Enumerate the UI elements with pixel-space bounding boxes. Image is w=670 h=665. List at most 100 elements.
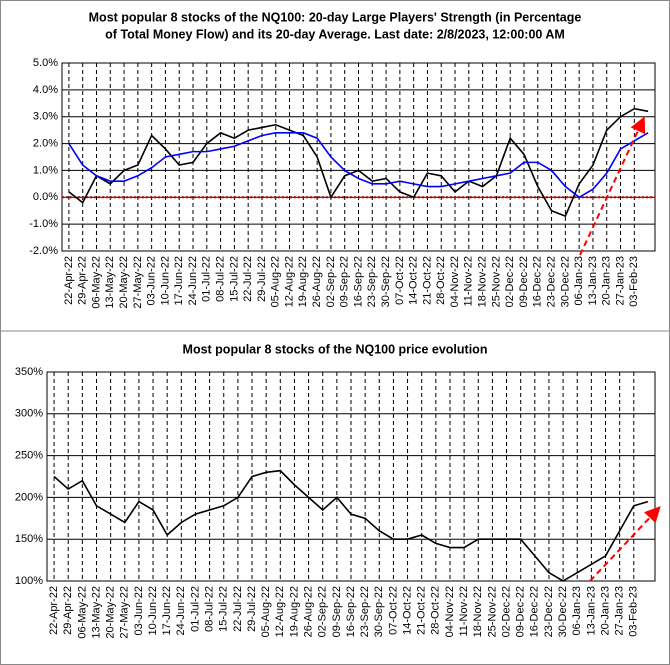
chart-title: Most popular 8 stocks of the NQ100: 20-d… xyxy=(89,10,582,24)
x-tick-label: 14-Oct-22 xyxy=(408,256,420,305)
x-tick-label: 21-Oct-22 xyxy=(416,586,428,635)
x-tick-label: 03-Jun-22 xyxy=(133,586,145,636)
x-tick-label: 19-Aug-22 xyxy=(288,586,300,637)
x-tick-label: 22-Jul-22 xyxy=(232,586,244,632)
y-tick-label: 150% xyxy=(15,533,43,545)
x-tick-label: 04-Nov-22 xyxy=(444,586,456,637)
x-tick-label: 16-Dec-22 xyxy=(532,256,544,307)
x-tick-label: 13-Jan-23 xyxy=(585,586,597,636)
x-tick-label: 20-May-22 xyxy=(105,586,117,639)
y-tick-label: 5.0% xyxy=(33,57,58,69)
x-tick-label: 09-Sep-22 xyxy=(331,586,343,637)
x-tick-label: 13-Jan-23 xyxy=(587,256,599,306)
x-tick-label: 22-Apr-22 xyxy=(48,586,60,635)
x-tick-label: 27-May-22 xyxy=(119,586,131,639)
x-tick-label: 14-Oct-22 xyxy=(401,586,413,635)
x-tick-label: 09-Dec-22 xyxy=(518,256,530,307)
y-tick-label: 0.0% xyxy=(33,191,58,203)
x-tick-label: 16-Dec-22 xyxy=(529,586,541,637)
x-tick-label: 20-May-22 xyxy=(118,256,130,309)
x-tick-label: 04-Nov-22 xyxy=(449,256,461,307)
y-tick-label: 3.0% xyxy=(33,111,58,123)
chart-title: Most popular 8 stocks of the NQ100 price… xyxy=(183,342,488,356)
x-tick-label: 23-Sep-22 xyxy=(366,256,378,307)
x-tick-label: 20-Jan-23 xyxy=(599,586,611,636)
x-tick-label: 16-Sep-22 xyxy=(352,256,364,307)
y-tick-label: 100% xyxy=(15,575,43,587)
y-tick-label: -1.0% xyxy=(29,218,58,230)
x-tick-label: 20-Jan-23 xyxy=(601,256,613,306)
y-tick-label: 4.0% xyxy=(33,84,58,96)
plots: -2.0% -1.0% 0.0% 1.0% 2.0% 3.0% 4.0% 5.0% 22-Apr… xyxy=(15,57,656,639)
y-tick-label: 1.0% xyxy=(33,164,58,176)
x-tick-label: 02-Sep-22 xyxy=(317,586,329,637)
x-tick-label: 23-Dec-22 xyxy=(543,586,555,637)
y-tick-label: -2.0% xyxy=(29,245,58,257)
x-tick-label: 17-Jun-22 xyxy=(173,256,185,306)
x-tick-label: 03-Jun-22 xyxy=(146,256,158,306)
x-tick-label: 12-Aug-22 xyxy=(283,256,295,307)
x-tick-label: 08-Jul-22 xyxy=(204,586,216,632)
y-tick-label: 2.0% xyxy=(33,137,58,149)
x-tick-label: 06-Jan-23 xyxy=(571,586,583,636)
x-tick-label: 09-Dec-22 xyxy=(515,586,527,637)
x-tick-label: 15-Jul-22 xyxy=(218,586,230,632)
x-tick-label: 23-Sep-22 xyxy=(359,586,371,637)
x-tick-label: 21-Oct-22 xyxy=(421,256,433,305)
x-tick-label: 26-Aug-22 xyxy=(311,256,323,307)
x-tick-label: 30-Dec-22 xyxy=(557,586,569,637)
x-tick-label: 07-Oct-22 xyxy=(394,256,406,305)
x-tick-label: 08-Jul-22 xyxy=(214,256,226,302)
trend-arrow xyxy=(589,506,661,582)
x-tick-label: 22-Apr-22 xyxy=(63,256,75,305)
chart-title: of Total Money Flow) and its 20-day Aver… xyxy=(105,27,565,41)
y-tick-label: 250% xyxy=(15,450,43,462)
x-tick-label: 02-Dec-22 xyxy=(504,256,516,307)
x-tick-label: 27-Jan-23 xyxy=(614,586,626,636)
x-tick-label: 25-Nov-22 xyxy=(486,586,498,637)
y-tick-label: 300% xyxy=(15,408,43,420)
x-tick-label: 26-Aug-22 xyxy=(302,586,314,637)
x-tick-label: 24-Jun-22 xyxy=(187,256,199,306)
data-line xyxy=(68,132,649,199)
x-tick-label: 29-Jul-22 xyxy=(246,586,258,632)
x-tick-label: 05-Aug-22 xyxy=(270,256,282,307)
x-tick-label: 27-Jan-23 xyxy=(614,256,626,306)
y-tick-label: 350% xyxy=(15,366,43,378)
x-tick-label: 06-May-22 xyxy=(90,256,102,309)
trend-arrow xyxy=(579,116,646,256)
x-tick-label: 27-May-22 xyxy=(132,256,144,309)
x-tick-label: 13-May-22 xyxy=(90,586,102,639)
x-tick-label: 05-Aug-22 xyxy=(260,586,272,637)
x-tick-label: 07-Oct-22 xyxy=(387,586,399,635)
x-tick-label: 18-Nov-22 xyxy=(472,586,484,637)
x-tick-label: 25-Nov-22 xyxy=(490,256,502,307)
x-tick-label: 01-Jul-22 xyxy=(201,256,213,302)
x-tick-label: 17-Jun-22 xyxy=(161,586,173,636)
x-tick-label: 03-Feb-23 xyxy=(628,256,640,307)
x-tick-label: 19-Aug-22 xyxy=(297,256,309,307)
x-tick-label: 06-May-22 xyxy=(76,586,88,639)
x-tick-label: 18-Nov-22 xyxy=(477,256,489,307)
x-tick-label: 02-Dec-22 xyxy=(500,586,512,637)
plot-area xyxy=(46,371,656,582)
x-tick-label: 01-Jul-22 xyxy=(189,586,201,632)
x-tick-label: 30-Sep-22 xyxy=(380,256,392,307)
x-tick-label: 28-Oct-22 xyxy=(435,256,447,305)
x-tick-label: 22-Jul-22 xyxy=(242,256,254,302)
x-tick-label: 30-Dec-22 xyxy=(559,256,571,307)
x-tick-label: 12-Aug-22 xyxy=(274,586,286,637)
x-tick-label: 02-Sep-22 xyxy=(325,256,337,307)
data-line xyxy=(53,469,649,582)
x-tick-label: 10-Jun-22 xyxy=(147,586,159,636)
data-line xyxy=(68,107,649,218)
x-tick-label: 06-Jan-23 xyxy=(573,256,585,306)
x-tick-label: 29-Apr-22 xyxy=(77,256,89,305)
x-tick-label: 28-Oct-22 xyxy=(430,586,442,635)
x-tick-label: 29-Apr-22 xyxy=(62,586,74,635)
x-tick-label: 29-Jul-22 xyxy=(256,256,268,302)
x-tick-label: 30-Sep-22 xyxy=(373,586,385,637)
x-tick-label: 11-Nov-22 xyxy=(463,256,475,307)
y-tick-label: 200% xyxy=(15,491,43,503)
